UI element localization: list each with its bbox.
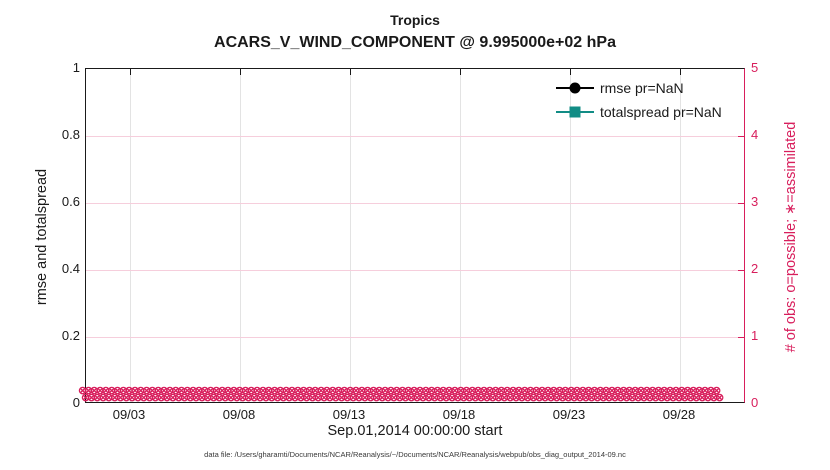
date-gridline — [240, 69, 241, 402]
plot-area — [85, 68, 745, 403]
left-tick-label: 1 — [72, 60, 80, 75]
x-tick-label: 09/28 — [662, 407, 696, 422]
legend: rmse pr=NaN totalspread pr=NaN — [556, 76, 722, 124]
left-tick-label: 0.4 — [61, 261, 80, 276]
x-tick-label: 09/18 — [442, 407, 476, 422]
y-axis-label-right: # of obs: o=possible; ∗=assimilated — [783, 121, 799, 353]
x-tick-label: 09/23 — [552, 407, 586, 422]
plot-title: Tropics — [390, 12, 440, 28]
right-tick-mark — [738, 136, 744, 137]
right-tick-label: 4 — [751, 127, 759, 142]
x-tick-mark — [130, 69, 131, 75]
left-tick-label: 0 — [72, 395, 80, 410]
x-tick-mark — [350, 69, 351, 75]
legend-item-rmse: rmse pr=NaN — [556, 76, 722, 100]
date-gridline — [680, 69, 681, 402]
obs-marker-row-1: ⊗⊗⊗⊗⊗⊗⊗⊗⊗⊗⊗⊗⊗⊗⊗⊗⊗⊗⊗⊗⊗⊗⊗⊗⊗⊗⊗⊗⊗⊗⊗⊗⊗⊗⊗⊗⊗⊗⊗⊗… — [78, 386, 721, 397]
legend-marker-circle-icon — [569, 82, 581, 94]
x-tick-label: 09/03 — [112, 407, 146, 422]
date-gridline — [570, 69, 571, 402]
x-tick-mark — [240, 69, 241, 75]
plot-subtitle: ACARS_V_WIND_COMPONENT @ 9.995000e+02 hP… — [214, 34, 616, 51]
obs-gridline — [86, 136, 744, 137]
right-tick-label: 5 — [751, 60, 759, 75]
legend-marker-square-icon — [569, 106, 581, 118]
x-tick-mark — [460, 69, 461, 75]
x-axis-label: Sep.01,2014 00:00:00 start — [327, 423, 503, 439]
date-gridline — [130, 69, 131, 402]
date-gridline — [460, 69, 461, 402]
right-tick-mark — [738, 203, 744, 204]
right-tick-mark — [738, 337, 744, 338]
date-gridline — [350, 69, 351, 402]
y-axis-label-left: rmse and totalspread — [34, 168, 50, 306]
legend-line-totalspread — [556, 106, 594, 118]
data-file-note: data file: /Users/gharamti/Documents/NCA… — [204, 450, 626, 459]
right-tick-label: 2 — [751, 261, 759, 276]
x-tick-label: 09/08 — [222, 407, 256, 422]
right-tick-label: 1 — [751, 328, 759, 343]
x-tick-mark — [570, 69, 571, 75]
obs-gridline — [86, 337, 744, 338]
obs-marker-row-2: ⊗⊗⊗⊗⊗⊗⊗⊗⊗⊗⊗⊗⊗⊗⊗⊗⊗⊗⊗⊗⊗⊗⊗⊗⊗⊗⊗⊗⊗⊗⊗⊗⊗⊗⊗⊗⊗⊗⊗⊗… — [81, 392, 724, 404]
left-tick-label: 0.6 — [61, 194, 80, 209]
left-tick-label: 0.8 — [61, 127, 80, 142]
legend-item-totalspread: totalspread pr=NaN — [556, 100, 722, 124]
right-tick-label: 3 — [751, 194, 759, 209]
obs-gridline — [86, 203, 744, 204]
obs-gridline — [86, 270, 744, 271]
x-tick-label: 09/13 — [332, 407, 366, 422]
left-tick-label: 0.2 — [61, 328, 80, 343]
right-tick-label: 0 — [751, 395, 759, 410]
legend-label-rmse: rmse pr=NaN — [600, 80, 684, 96]
x-tick-mark — [680, 69, 681, 75]
right-tick-mark — [738, 270, 744, 271]
legend-line-rmse — [556, 82, 594, 94]
obs-marker-band: ⊗⊗⊗⊗⊗⊗⊗⊗⊗⊗⊗⊗⊗⊗⊗⊗⊗⊗⊗⊗⊗⊗⊗⊗⊗⊗⊗⊗⊗⊗⊗⊗⊗⊗⊗⊗⊗⊗⊗⊗… — [78, 386, 752, 405]
legend-label-totalspread: totalspread pr=NaN — [600, 104, 722, 120]
